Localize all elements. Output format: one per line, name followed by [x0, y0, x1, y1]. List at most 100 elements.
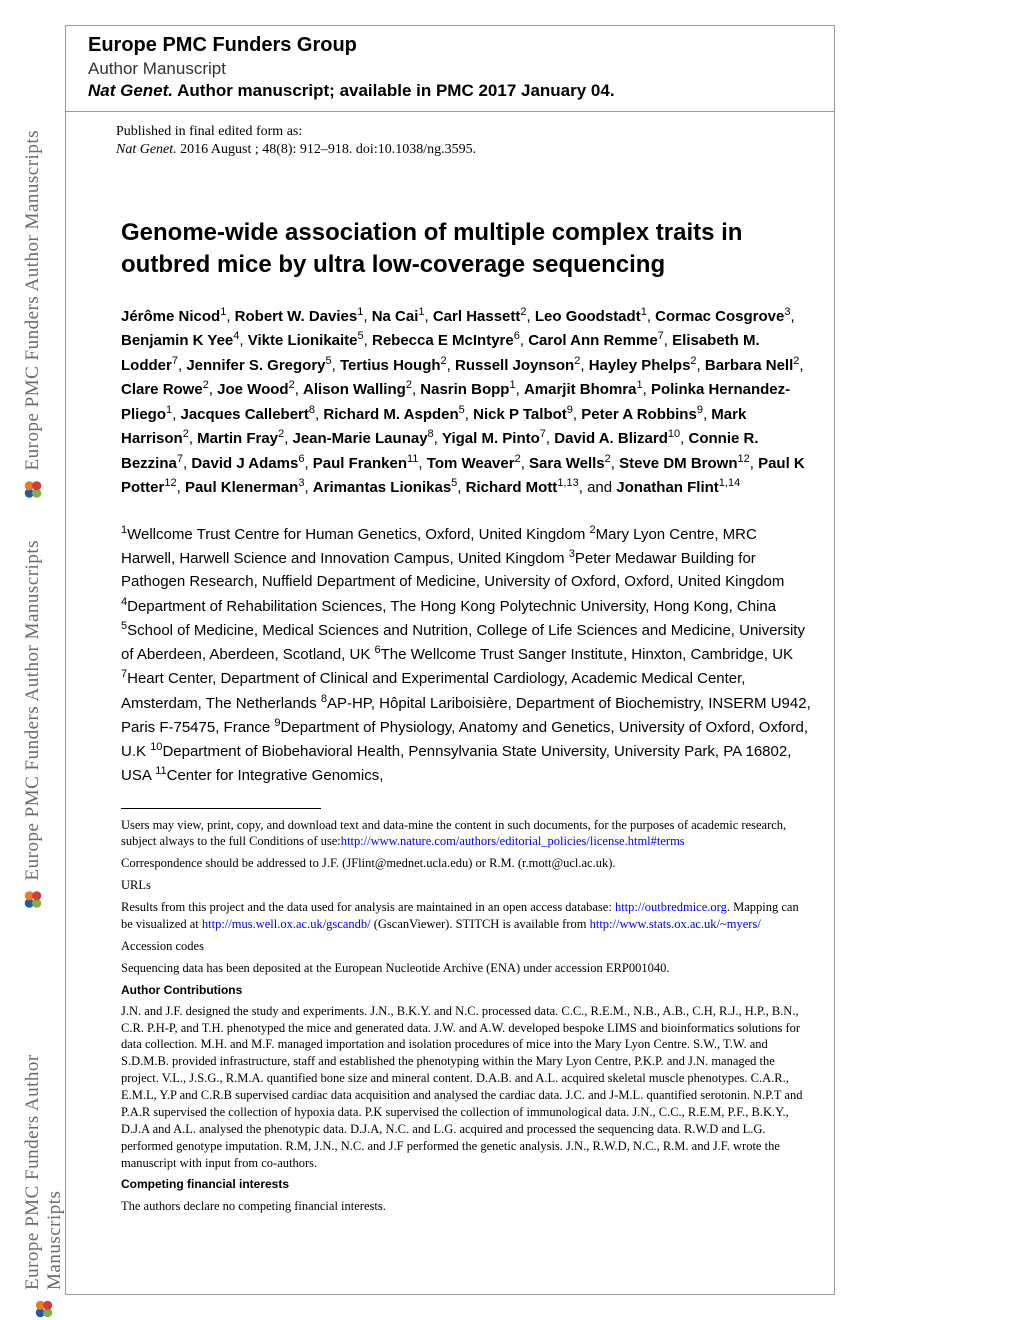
header-journal: Nat Genet.	[88, 81, 173, 100]
urls-link-3[interactable]: http://www.stats.ox.ac.uk/~myers/	[590, 917, 761, 931]
published-journal: Nat Genet.	[116, 142, 177, 157]
author-affiliation-ref: 7	[172, 355, 178, 367]
author-affiliation-ref: 2	[515, 453, 521, 465]
publication-info: Published in final edited form as: Nat G…	[116, 124, 834, 158]
author-affiliation-ref: 7	[540, 428, 546, 440]
footnotes: Users may view, print, copy, and downloa…	[121, 817, 812, 1215]
author-affiliation-ref: 5	[358, 330, 364, 342]
author-name: Jennifer S. Gregory	[186, 357, 325, 374]
urls-body: Results from this project and the data u…	[121, 899, 812, 933]
pmc-logo-icon	[22, 888, 44, 910]
contributions-text: J.N. and J.F. designed the study and exp…	[121, 1003, 812, 1172]
usage-note: Users may view, print, copy, and downloa…	[121, 817, 812, 851]
published-cite: 2016 August ; 48(8): 912–918. doi:10.103…	[177, 142, 476, 157]
author-list: Jérôme Nicod1, Robert W. Davies1, Na Cai…	[121, 304, 812, 500]
author-affiliation-ref: 2	[520, 306, 526, 318]
author-name: Jonathan Flint	[616, 479, 719, 496]
watermark-3: Europe PMC Funders Author Manuscripts	[22, 950, 66, 1320]
watermark-2: Europe PMC Funders Author Manuscripts	[22, 540, 44, 910]
competing-heading: Competing financial interests	[121, 1176, 812, 1192]
author-affiliation-ref: 2	[793, 355, 799, 367]
author-affiliation-ref: 5	[451, 477, 457, 489]
header-journal-line: Nat Genet. Author manuscript; available …	[88, 81, 812, 101]
pmc-logo-icon	[33, 1298, 55, 1320]
author-name: Tom Weaver	[427, 455, 515, 472]
author-affiliation-ref: 10	[668, 428, 680, 440]
author-name: Leo Goodstadt	[535, 308, 641, 325]
urls-link-1[interactable]: http://outbredmice.org	[615, 900, 727, 914]
author-affiliation-ref: 1,14	[719, 477, 740, 489]
author-name: Clare Rowe	[121, 381, 203, 398]
header-subtitle: Author Manuscript	[88, 59, 812, 79]
affiliation-number: 11	[155, 765, 166, 777]
header-box: Europe PMC Funders Group Author Manuscri…	[66, 26, 834, 112]
author-affiliation-ref: 12	[164, 477, 176, 489]
author-affiliation-ref: 5	[459, 404, 465, 416]
author-name: Russell Joynson	[455, 357, 574, 374]
paper-title: Genome-wide association of multiple comp…	[121, 217, 812, 282]
author-name: Peter A Robbins	[581, 406, 697, 423]
author-name: Amarjit Bhomra	[524, 381, 637, 398]
author-affiliation-ref: 2	[203, 379, 209, 391]
author-affiliation-ref: 8	[309, 404, 315, 416]
accession-heading: Accession codes	[121, 938, 812, 955]
author-affiliation-ref: 1	[641, 306, 647, 318]
author-affiliation-ref: 1	[220, 306, 226, 318]
author-affiliation-ref: 9	[697, 404, 703, 416]
accession-text: Sequencing data has been deposited at th…	[121, 960, 812, 977]
author-affiliation-ref: 2	[278, 428, 284, 440]
author-name: David J Adams	[191, 455, 298, 472]
author-name: Jacques Callebert	[180, 406, 308, 423]
urls-link-2[interactable]: http://mus.well.ox.ac.uk/gscandb/	[202, 917, 371, 931]
author-affiliation-ref: 2	[605, 453, 611, 465]
contributions-heading: Author Contributions	[121, 982, 812, 998]
author-affiliation-ref: 3	[784, 306, 790, 318]
author-name: Steve DM Brown	[619, 455, 737, 472]
author-affiliation-ref: 2	[183, 428, 189, 440]
author-name: Martin Fray	[197, 430, 278, 447]
author-name: Benjamin K Yee	[121, 332, 233, 349]
author-affiliation-ref: 11	[407, 453, 418, 465]
author-name: Arimantas Lionikas	[313, 479, 451, 496]
affiliation-text: The Wellcome Trust Sanger Institute, Hin…	[381, 646, 793, 663]
affiliation-text: Wellcome Trust Centre for Human Genetics…	[127, 526, 589, 543]
watermark-1: Europe PMC Funders Author Manuscripts	[22, 130, 44, 500]
author-affiliation-ref: 7	[658, 330, 664, 342]
author-affiliation-ref: 4	[233, 330, 239, 342]
published-form: Published in final edited form as:	[116, 124, 834, 140]
author-name: Cormac Cosgrove	[655, 308, 784, 325]
author-name: Na Cai	[372, 308, 419, 325]
author-name: Jérôme Nicod	[121, 308, 220, 325]
author-name: Nasrin Bopp	[420, 381, 509, 398]
author-affiliation-ref: 1	[636, 379, 642, 391]
author-affiliation-ref: 1,13	[557, 477, 578, 489]
page-container: Europe PMC Funders Group Author Manuscri…	[65, 25, 835, 1295]
author-name: Vikte Lionikaite	[248, 332, 358, 349]
author-affiliation-ref: 2	[406, 379, 412, 391]
footnote-rule	[121, 808, 321, 809]
author-name: Tertius Hough	[340, 357, 441, 374]
author-affiliation-ref: 6	[298, 453, 304, 465]
author-name: Richard M. Aspden	[323, 406, 458, 423]
urls-t3: (GscanViewer). STITCH is available from	[371, 917, 590, 931]
author-affiliation-ref: 1	[166, 404, 172, 416]
header-availability: Author manuscript; available in PMC 2017…	[173, 81, 615, 100]
author-affiliation-ref: 1	[418, 306, 424, 318]
header-group: Europe PMC Funders Group	[88, 34, 812, 57]
published-citation: Nat Genet. 2016 August ; 48(8): 912–918.…	[116, 142, 834, 158]
usage-link[interactable]: http://www.nature.com/authors/editorial_…	[341, 834, 685, 848]
author-name: Carol Ann Remme	[528, 332, 657, 349]
affiliation-text: Department of Rehabilitation Sciences, T…	[127, 598, 776, 615]
author-affiliation-ref: 5	[326, 355, 332, 367]
urls-heading: URLs	[121, 877, 812, 894]
author-affiliation-ref: 3	[298, 477, 304, 489]
author-affiliation-ref: 2	[289, 379, 295, 391]
competing-text: The authors declare no competing financi…	[121, 1198, 812, 1215]
author-name: David A. Blizard	[554, 430, 668, 447]
author-name: Hayley Phelps	[589, 357, 691, 374]
author-affiliation-ref: 1	[357, 306, 363, 318]
author-name: Paul Klenerman	[185, 479, 298, 496]
author-affiliation-ref: 9	[567, 404, 573, 416]
author-name: Rebecca E McIntyre	[372, 332, 514, 349]
author-affiliation-ref: 12	[737, 453, 749, 465]
